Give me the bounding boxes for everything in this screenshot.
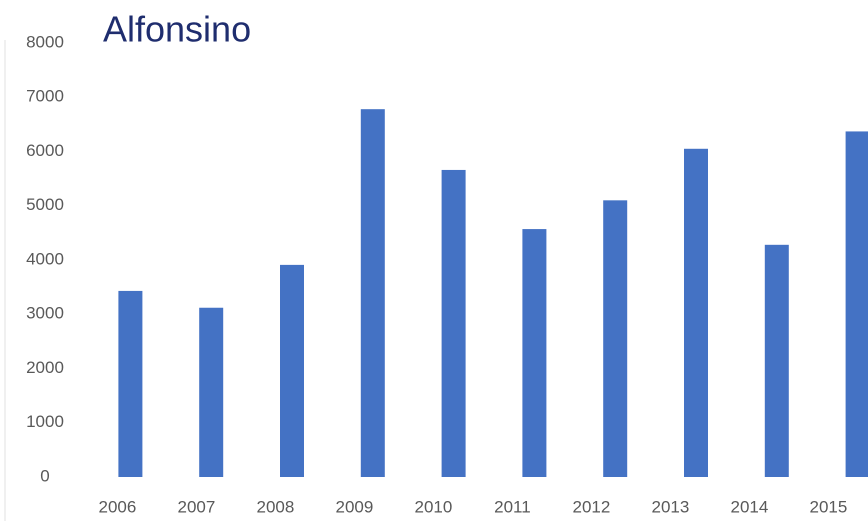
x-tick-label: 2007 [177, 497, 215, 516]
y-tick-label: 6000 [26, 141, 64, 160]
y-tick-label: 7000 [26, 87, 64, 106]
y-tick-label: 1000 [26, 412, 64, 431]
x-tick-label: 2013 [651, 497, 689, 516]
bar [684, 148, 708, 477]
bar [845, 131, 868, 478]
x-tick-label: 2014 [730, 497, 768, 516]
x-tick-label: 2015 [809, 497, 847, 516]
y-tick-label: 5000 [26, 195, 64, 214]
y-tick-label: 2000 [26, 358, 64, 377]
y-tick-label: 4000 [26, 249, 64, 268]
bar [603, 200, 628, 477]
bar [360, 109, 385, 477]
x-tick-label: 2011 [494, 497, 531, 516]
bar [441, 169, 466, 477]
x-tick-label: 2006 [98, 497, 136, 516]
x-tick-label: 2008 [256, 497, 294, 516]
chart-title: Alfonsino [103, 9, 251, 50]
x-tick-label: 2010 [414, 497, 452, 516]
bar [118, 290, 143, 477]
y-tick-label: 0 [40, 466, 49, 485]
y-tick-label: 8000 [26, 32, 64, 51]
bar [280, 264, 304, 477]
x-tick-label: 2012 [572, 497, 610, 516]
x-tick-label: 2009 [335, 497, 373, 516]
y-tick-label: 3000 [26, 304, 64, 323]
bar [522, 229, 547, 477]
bar [199, 307, 224, 477]
bar [764, 244, 789, 477]
